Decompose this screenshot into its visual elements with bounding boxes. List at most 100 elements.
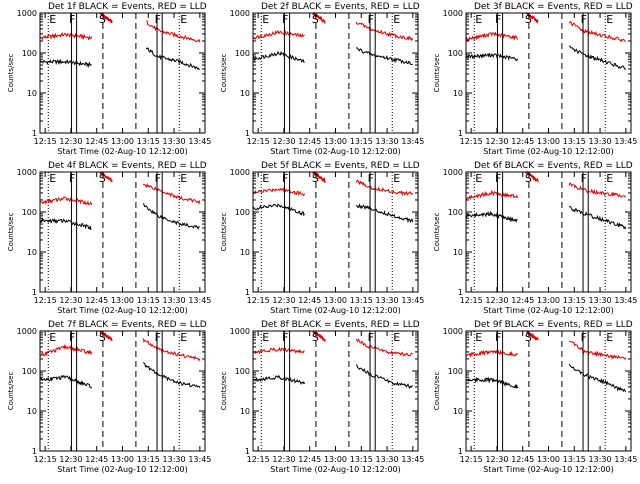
marker-label-e: E bbox=[180, 13, 187, 26]
y-tick-label: 1 bbox=[245, 288, 250, 297]
y-axis-label: Counts/sec bbox=[220, 213, 228, 252]
x-tick-label: 12:15 bbox=[460, 455, 483, 464]
x-axis-label: Start Time (02-Aug-10 12:12:00) bbox=[270, 465, 401, 474]
events-series-line bbox=[252, 203, 306, 217]
marker-label-f: F bbox=[69, 13, 75, 26]
y-tick-label: 100 bbox=[22, 49, 37, 58]
x-tick-label: 13:00 bbox=[537, 455, 560, 464]
y-tick-label: 100 bbox=[235, 208, 250, 217]
lld-series-line bbox=[568, 182, 626, 199]
y-tick-label: 1 bbox=[32, 447, 37, 456]
x-tick-label: 13:30 bbox=[163, 296, 186, 305]
y-axis-label: Counts/sec bbox=[433, 213, 441, 252]
lld-series-line bbox=[99, 171, 113, 183]
events-series-line bbox=[39, 375, 92, 389]
events-series-line bbox=[355, 364, 413, 390]
x-tick-label: 13:45 bbox=[614, 455, 637, 464]
x-tick-label: 12:30 bbox=[485, 296, 508, 305]
x-tick-label: 13:30 bbox=[589, 296, 612, 305]
x-tick-label: 13:15 bbox=[137, 296, 160, 305]
x-tick-label: 13:00 bbox=[111, 296, 134, 305]
x-tick-label: 13:15 bbox=[137, 137, 160, 146]
lld-series-line bbox=[465, 349, 519, 359]
y-tick-label: 1000 bbox=[443, 327, 463, 336]
y-tick-label: 1 bbox=[458, 129, 463, 138]
y-axis-label: Counts/sec bbox=[7, 372, 15, 411]
lld-series-line bbox=[312, 330, 326, 342]
plot-frame bbox=[465, 171, 632, 293]
x-tick-label: 12:45 bbox=[85, 137, 108, 146]
y-tick-label: 100 bbox=[448, 49, 463, 58]
events-series-line bbox=[39, 217, 92, 231]
x-axis-label: Start Time (02-Aug-10 12:12:00) bbox=[483, 465, 614, 474]
y-tick-label: 1 bbox=[32, 288, 37, 297]
chart-title: Det 4f BLACK = Events, RED = LLD bbox=[48, 161, 207, 171]
marker-label-f: F bbox=[368, 13, 374, 26]
x-tick-label: 12:45 bbox=[298, 137, 321, 146]
x-axis-label: Start Time (02-Aug-10 12:12:00) bbox=[270, 147, 401, 156]
chart-title: Det 1f BLACK = Events, RED = LLD bbox=[48, 2, 207, 12]
lld-series-line bbox=[145, 20, 201, 43]
marker-label-e: E bbox=[262, 331, 269, 344]
x-tick-label: 13:15 bbox=[563, 137, 586, 146]
y-tick-label: 10 bbox=[240, 248, 250, 257]
marker-label-f: F bbox=[69, 331, 75, 344]
y-axis-label: Counts/sec bbox=[433, 372, 441, 411]
x-axis-label: Start Time (02-Aug-10 12:12:00) bbox=[57, 306, 188, 315]
events-series-line bbox=[465, 210, 518, 223]
marker-label-e: E bbox=[180, 172, 187, 185]
marker-label-s: S bbox=[99, 172, 106, 185]
x-tick-label: 12:45 bbox=[511, 296, 534, 305]
events-series-line bbox=[252, 374, 306, 386]
lld-series-line bbox=[39, 196, 93, 206]
x-tick-label: 13:30 bbox=[376, 455, 399, 464]
x-tick-label: 12:30 bbox=[59, 296, 82, 305]
x-tick-label: 13:30 bbox=[163, 137, 186, 146]
x-tick-label: 13:45 bbox=[614, 296, 637, 305]
marker-label-e: E bbox=[606, 172, 613, 185]
x-axis-label: Start Time (02-Aug-10 12:12:00) bbox=[270, 306, 401, 315]
marker-label-e: E bbox=[393, 13, 400, 26]
marker-label-f: F bbox=[581, 331, 587, 344]
lld-series-line bbox=[525, 12, 539, 24]
events-series-line bbox=[142, 362, 201, 389]
marker-label-f: F bbox=[282, 172, 288, 185]
lld-series-line bbox=[142, 183, 201, 205]
events-series-line bbox=[355, 203, 414, 224]
events-series-line bbox=[142, 203, 200, 230]
x-tick-label: 12:15 bbox=[247, 455, 270, 464]
marker-label-f: F bbox=[368, 331, 374, 344]
marker-label-e: E bbox=[180, 331, 187, 344]
lld-series-line bbox=[355, 21, 414, 42]
y-axis-label: Counts/sec bbox=[220, 54, 228, 93]
events-series-line bbox=[39, 58, 92, 69]
plot-frame bbox=[39, 171, 206, 293]
lld-series-line bbox=[525, 170, 539, 183]
x-tick-label: 12:45 bbox=[298, 296, 321, 305]
x-tick-label: 13:15 bbox=[350, 455, 373, 464]
lld-series-line bbox=[142, 338, 201, 362]
x-tick-label: 13:15 bbox=[563, 455, 586, 464]
y-tick-label: 10 bbox=[27, 248, 37, 257]
chart-title: Det 6f BLACK = Events, RED = LLD bbox=[474, 161, 633, 171]
chart-title: Det 7f BLACK = Events, RED = LLD bbox=[48, 320, 207, 330]
lld-series-line bbox=[568, 20, 627, 43]
y-tick-label: 100 bbox=[235, 49, 250, 58]
x-tick-label: 12:15 bbox=[247, 296, 270, 305]
y-tick-label: 100 bbox=[235, 367, 250, 376]
x-tick-label: 13:00 bbox=[111, 455, 134, 464]
y-tick-label: 1 bbox=[245, 129, 250, 138]
y-tick-label: 100 bbox=[22, 208, 37, 217]
y-tick-label: 10 bbox=[453, 89, 463, 98]
plot-frame bbox=[465, 330, 632, 452]
marker-label-s: S bbox=[99, 13, 106, 26]
marker-label-e: E bbox=[475, 13, 482, 26]
x-tick-label: 12:30 bbox=[59, 455, 82, 464]
x-tick-label: 13:30 bbox=[376, 137, 399, 146]
marker-label-s: S bbox=[312, 13, 319, 26]
marker-label-e: E bbox=[49, 331, 56, 344]
